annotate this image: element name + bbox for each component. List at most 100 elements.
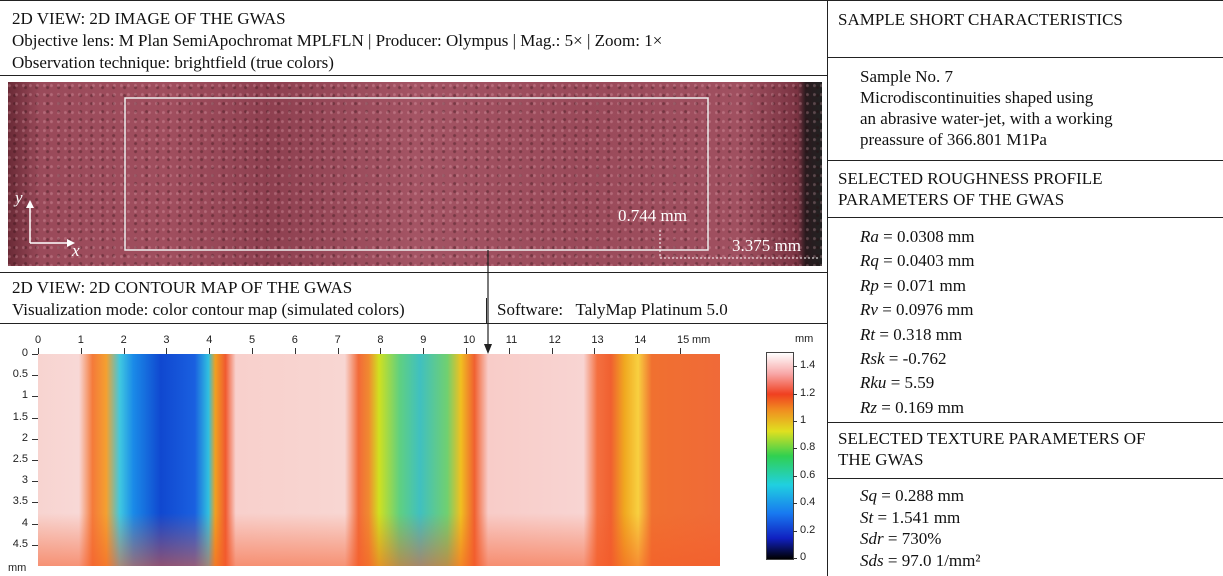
sample-line: Sample No. 7 (860, 66, 953, 87)
param-symbol: St (860, 508, 873, 527)
x-tick-label: 9 (420, 334, 426, 346)
x-tick-label: 11 (506, 334, 517, 346)
param-value: = 0.318 mm (875, 325, 962, 344)
param-value: = 0.071 mm (879, 276, 966, 295)
x-unit: mm (692, 334, 710, 346)
param-value: = 0.0403 mm (879, 251, 975, 270)
param-symbol: Sdr (860, 529, 884, 548)
colorbar-tick (793, 558, 797, 559)
y-tick-label: 3.5 (6, 495, 28, 507)
x-tick-label: 4 (206, 334, 212, 346)
param-row: Rq = 0.0403 mm (860, 250, 974, 271)
x-tick-label: 2 (121, 334, 127, 346)
x-tick (594, 348, 595, 354)
y-tick (32, 375, 38, 376)
colorbar-unit: mm (795, 333, 813, 345)
y-tick (32, 396, 38, 397)
x-tick-label: 15 (677, 334, 689, 346)
y-tick (32, 439, 38, 440)
param-row: Rsk = -0.762 (860, 348, 947, 369)
y-tick (32, 418, 38, 419)
y-tick (32, 481, 38, 482)
scale-label: 0.744 mm (618, 205, 687, 226)
x-tick (38, 348, 39, 354)
x-tick-label: 3 (163, 334, 169, 346)
colorbar-tick (793, 531, 797, 532)
colorbar-tick (793, 448, 797, 449)
param-row: Rp = 0.071 mm (860, 275, 966, 296)
x-tick (680, 348, 681, 354)
x-tick (166, 348, 167, 354)
panel-line: Visualization mode: color contour map (s… (12, 299, 405, 320)
y-tick (32, 460, 38, 461)
x-tick (423, 348, 424, 354)
region-box (125, 98, 708, 250)
param-row: St = 1.541 mm (860, 507, 960, 528)
colorbar-tick (793, 503, 797, 504)
param-value: = 0.169 mm (877, 398, 964, 417)
y-tick (32, 545, 38, 546)
x-tick-label: 5 (249, 334, 255, 346)
axis-label: x (72, 240, 80, 261)
x-tick-label: 14 (634, 334, 646, 346)
param-value: = 97.0 1/mm² (884, 551, 981, 570)
y-tick-label: 0.5 (6, 368, 28, 380)
param-row: Rku = 5.59 (860, 372, 934, 393)
param-symbol: Rt (860, 325, 875, 344)
figure: 2D VIEW: 2D IMAGE OF THE GWAS Objective … (0, 0, 1223, 576)
sample-line: Microdiscontinuities shaped using (860, 87, 1093, 108)
colorbar-label: 1 (800, 414, 806, 426)
panel-line: Software: TalyMap Platinum 5.0 (497, 299, 728, 320)
y-tick-label: 4.5 (6, 538, 28, 550)
param-row: Sq = 0.288 mm (860, 485, 964, 506)
colorbar-label: 1.4 (800, 359, 815, 371)
param-row: Rv = 0.0976 mm (860, 299, 973, 320)
param-value: = 730% (884, 529, 942, 548)
colorbar-label: 1.2 (800, 387, 815, 399)
rule (828, 57, 1223, 58)
param-symbol: Ra (860, 227, 879, 246)
sample-line: preassure of 366.801 M1Pa (860, 129, 1047, 150)
panel-title: 2D VIEW: 2D CONTOUR MAP OF THE GWAS (12, 277, 352, 298)
colorbar-tick (793, 476, 797, 477)
x-tick-label: 1 (78, 334, 84, 346)
x-tick (81, 348, 82, 354)
colorbar-label: 0.8 (800, 441, 815, 453)
y-tick (32, 502, 38, 503)
section-title: SELECTED ROUGHNESS PROFILE PARAMETERS OF… (838, 168, 1168, 210)
param-symbol: Sq (860, 486, 877, 505)
x-tick (380, 348, 381, 354)
param-value: = 0.0308 mm (879, 227, 975, 246)
rule (828, 160, 1223, 161)
colorbar-tick (793, 366, 797, 367)
x-tick (295, 348, 296, 354)
y-tick-label: 1.5 (6, 411, 28, 423)
x-tick (466, 348, 467, 354)
x-tick-label: 6 (292, 334, 298, 346)
param-symbol: Sds (860, 551, 884, 570)
x-tick (124, 348, 125, 354)
param-row: Ra = 0.0308 mm (860, 226, 974, 247)
param-value: = 0.0976 mm (878, 300, 974, 319)
y-tick-label: 4 (6, 517, 28, 529)
y-unit: mm (8, 562, 26, 574)
param-symbol: Rsk (860, 349, 885, 368)
y-tick-label: 2 (6, 432, 28, 444)
colorbar-tick (793, 421, 797, 422)
colorbar-label: 0.6 (800, 469, 815, 481)
axis-label: y (15, 187, 23, 208)
x-tick-label: 8 (377, 334, 383, 346)
param-value: = -0.762 (885, 349, 947, 368)
colorbar-label: 0.2 (800, 524, 815, 536)
param-row: Sds = 97.0 1/mm² (860, 550, 980, 571)
param-symbol: Rq (860, 251, 879, 270)
x-tick-label: 7 (335, 334, 341, 346)
rule (828, 478, 1223, 479)
scale-label: 3.375 mm (732, 235, 801, 256)
sample-line: an abrasive water-jet, with a working (860, 108, 1113, 129)
x-tick-label: 12 (549, 334, 561, 346)
param-symbol: Rz (860, 398, 877, 417)
y-tick (32, 524, 38, 525)
param-value: = 1.541 mm (873, 508, 960, 527)
x-tick (338, 348, 339, 354)
